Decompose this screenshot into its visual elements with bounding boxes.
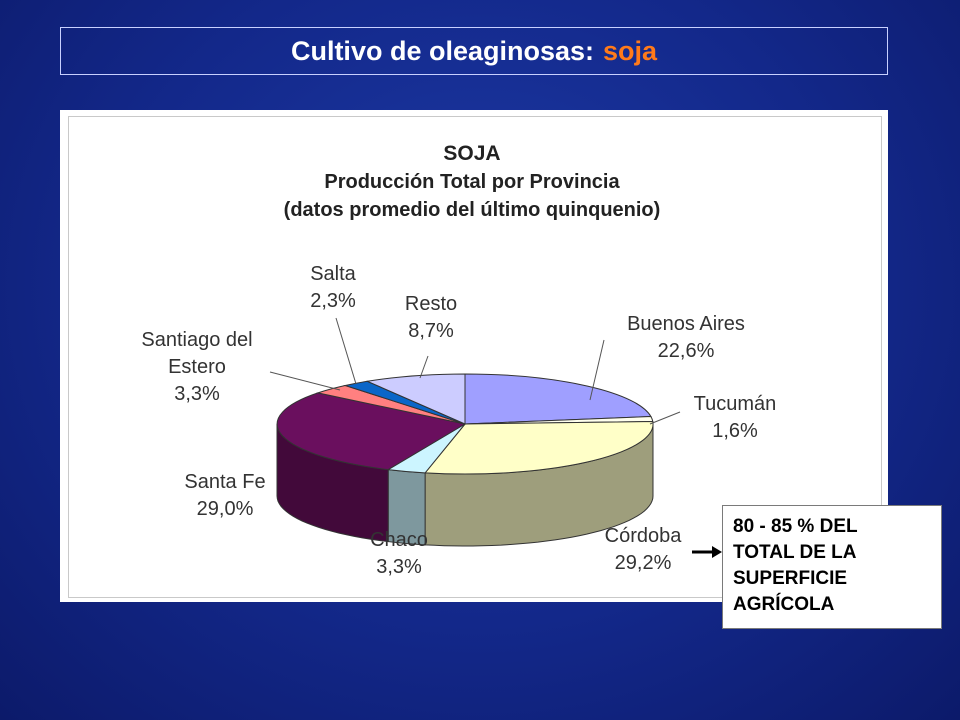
slice-value-label: 3,3% bbox=[174, 383, 220, 405]
slice-value-label: 8,7% bbox=[408, 320, 454, 342]
annotation-line: 80 - 85 % DEL bbox=[733, 516, 858, 537]
annotation-line: TOTAL DE LA bbox=[733, 542, 857, 563]
slice-category-label: Chaco bbox=[370, 529, 428, 551]
slice-category-label: Buenos Aires bbox=[627, 313, 745, 335]
slice-value-label: 29,2% bbox=[615, 552, 672, 574]
pie-slice bbox=[365, 373, 466, 425]
leader-line bbox=[589, 339, 605, 401]
annotation-line: AGRÍCOLA bbox=[733, 594, 835, 615]
pie-slice bbox=[464, 373, 652, 425]
slice-category-label: Córdoba bbox=[605, 525, 683, 547]
pie-top bbox=[276, 373, 654, 475]
slide-title-main: Cultivo de oleaginosas: bbox=[290, 35, 595, 66]
pie-slice bbox=[276, 392, 467, 471]
chart-frame bbox=[68, 116, 882, 598]
leader-line bbox=[269, 371, 341, 391]
slice-value-label: 1,6% bbox=[712, 420, 758, 442]
slice-category-label: Estero bbox=[168, 356, 226, 378]
chart-subtitle: (datos promedio del último quinquenio) bbox=[284, 199, 661, 221]
slice-value-label: 3,3% bbox=[376, 556, 422, 578]
slide-title-accent: soja bbox=[603, 35, 658, 66]
slice-category-label: Resto bbox=[405, 293, 457, 315]
leader-line bbox=[649, 411, 681, 425]
chart-title: SOJA bbox=[443, 142, 500, 165]
annotation-line: SUPERFICIE bbox=[733, 568, 848, 589]
chart-subtitle: Producción Total por Provincia bbox=[324, 171, 620, 193]
slice-category-label: Santa Fe bbox=[184, 471, 265, 493]
pie-labels: Buenos Aires 22,6% Tucumán 1,6% Córdoba 29,2%… bbox=[141, 263, 776, 578]
slice-value-label: 22,6% bbox=[658, 340, 715, 362]
annotation-box: 80 - 85 % DEL TOTAL DE LA SUPERFICIE AGR… bbox=[722, 505, 942, 629]
pie-slice bbox=[424, 420, 654, 475]
arrow-icon bbox=[692, 546, 722, 558]
arrow-head bbox=[712, 546, 722, 558]
slice-value-label: 2,3% bbox=[310, 290, 356, 312]
leader-line bbox=[419, 355, 429, 379]
slide-title: Cultivo de oleaginosas: soja bbox=[60, 27, 888, 75]
leader-line bbox=[335, 317, 357, 385]
slice-value-label: 29,0% bbox=[197, 498, 254, 520]
slice-category-label: Tucumán bbox=[694, 393, 777, 415]
slice-category-label: Salta bbox=[310, 263, 356, 285]
slice-category-label: Santiago del bbox=[141, 329, 252, 351]
